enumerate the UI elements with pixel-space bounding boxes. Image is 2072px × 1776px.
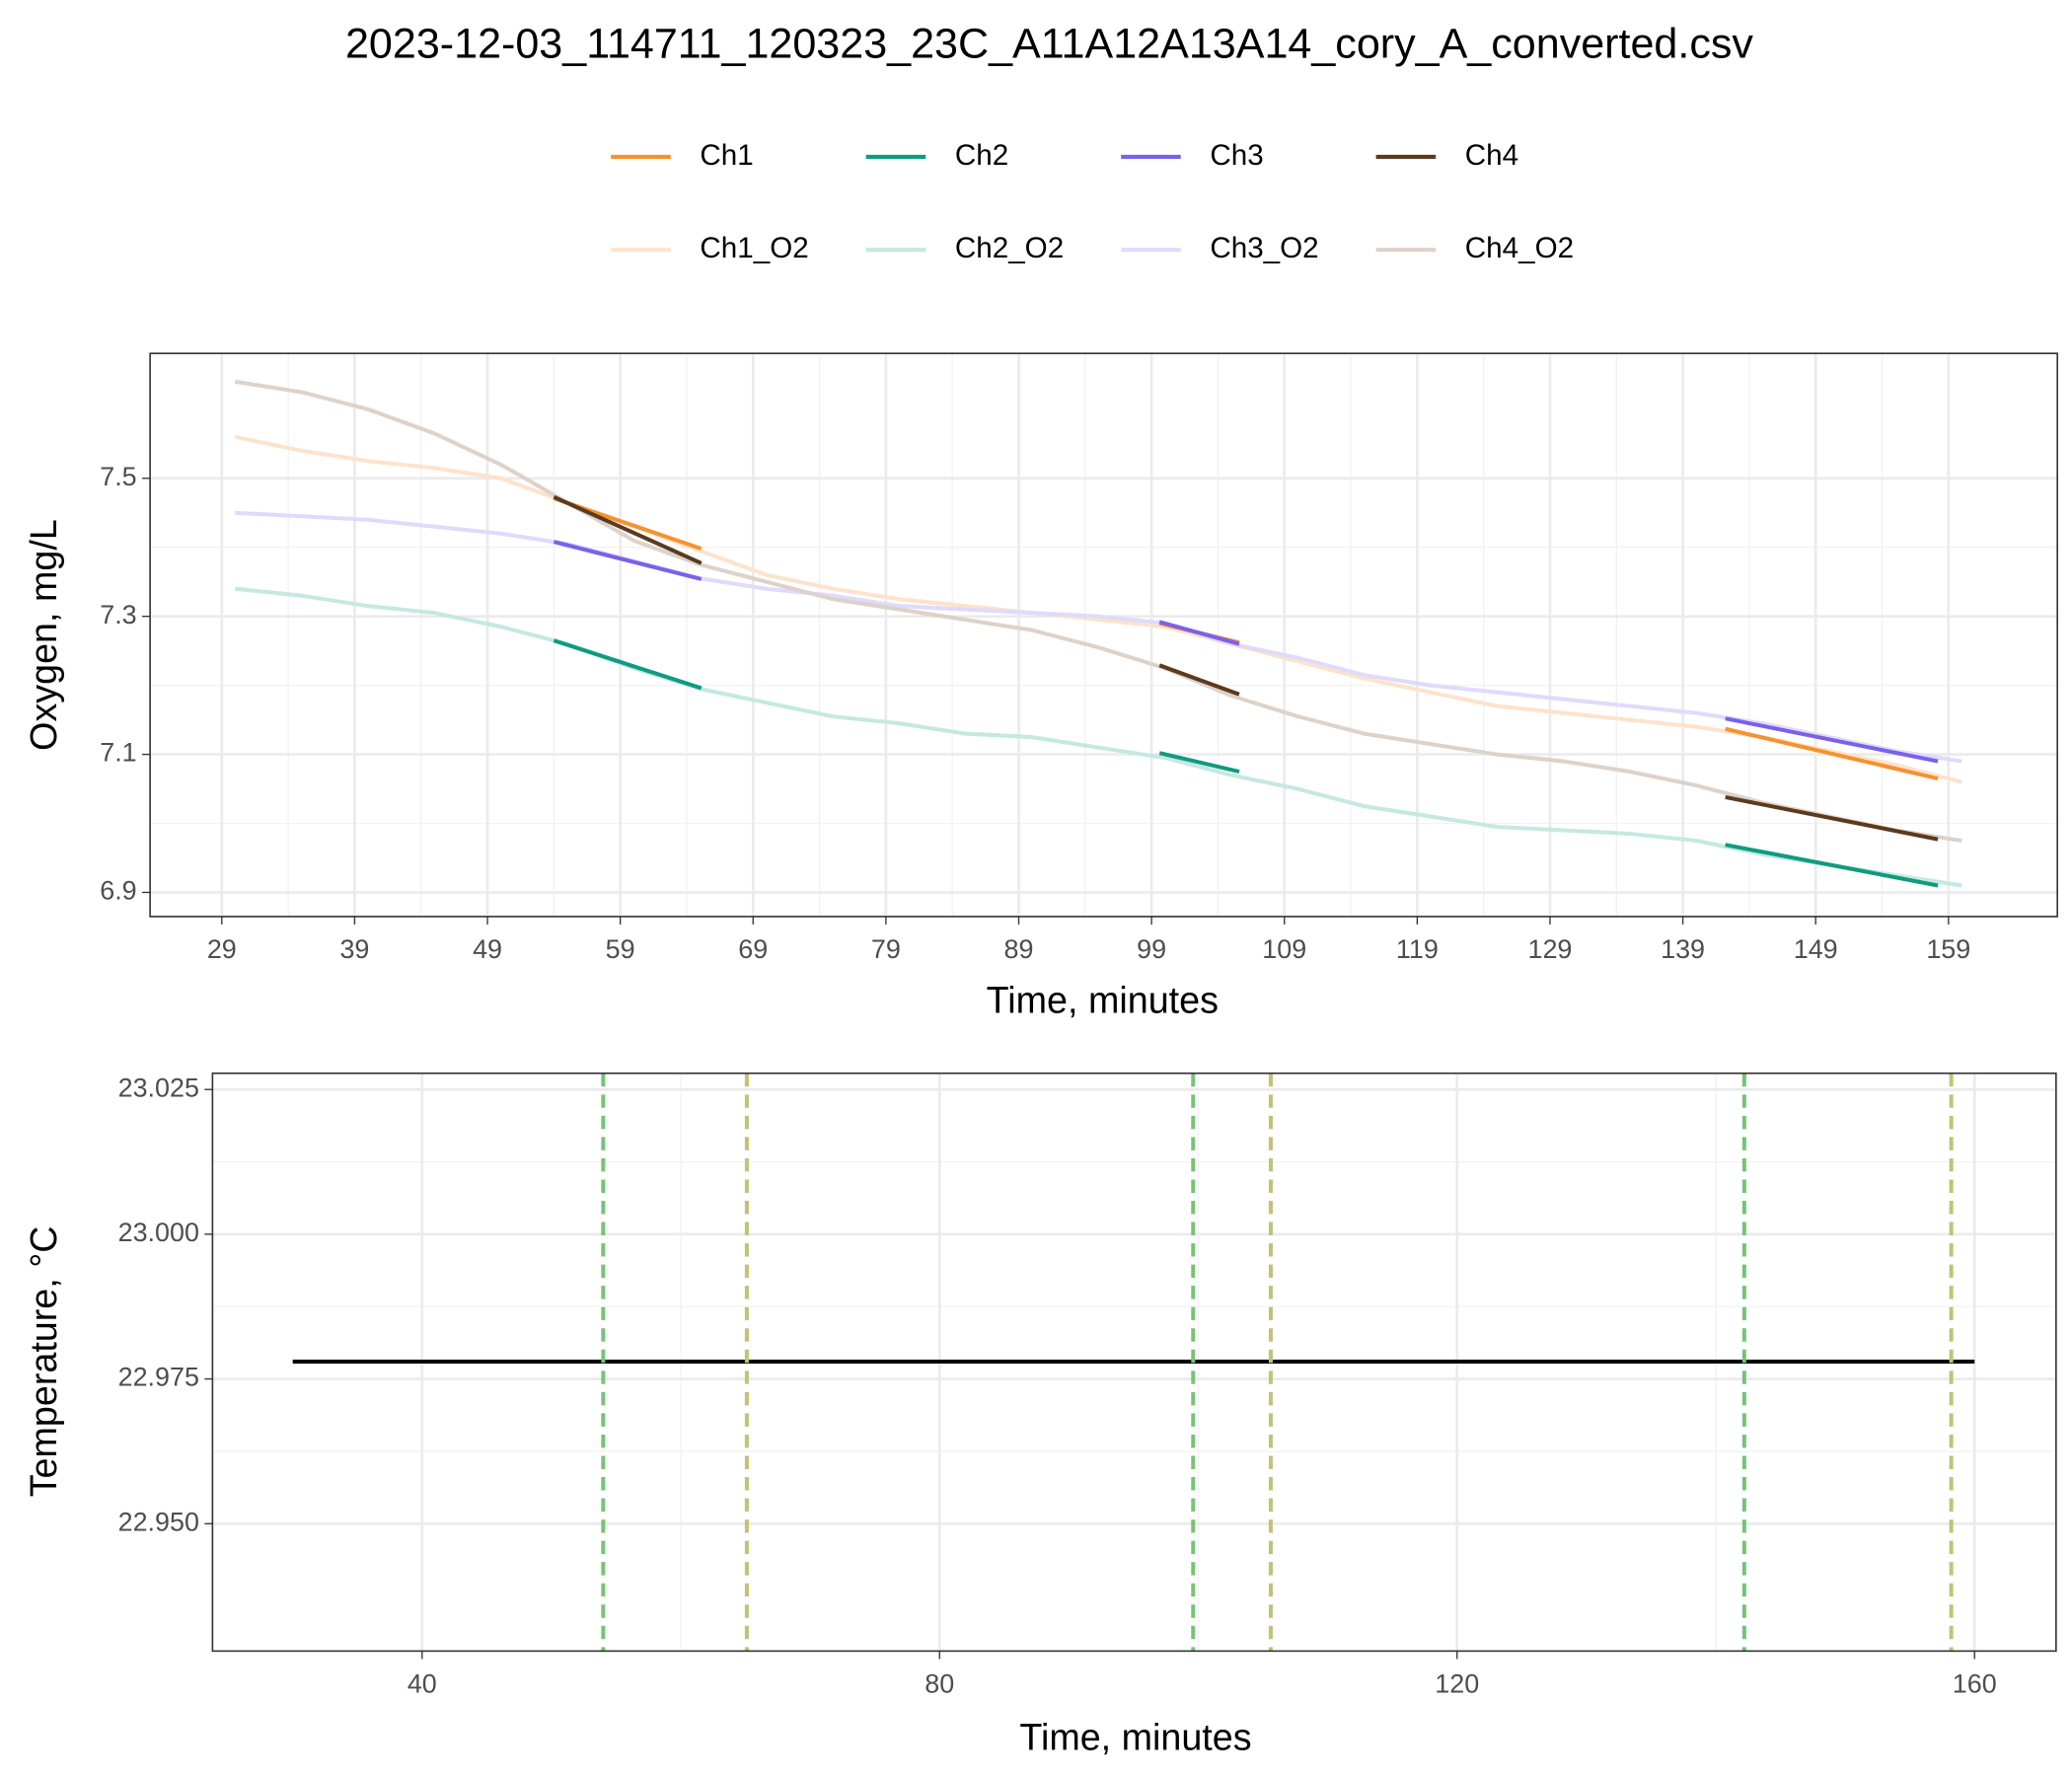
x-tick-label: 149: [1794, 934, 1838, 964]
x-tick-label: 129: [1528, 934, 1573, 964]
data-line: [234, 379, 1962, 843]
y-tick-label: 7.3: [100, 600, 136, 629]
x-tick-label: 99: [1137, 934, 1166, 964]
legend-label: Ch3: [1210, 139, 1263, 172]
y-axis-title: Temperature, °C: [23, 1225, 64, 1497]
data-line: [553, 638, 1939, 888]
x-tick-label: 69: [738, 934, 768, 964]
x-tick-label: 59: [606, 934, 635, 964]
data-line: [234, 434, 1962, 784]
x-tick-label: 119: [1396, 934, 1439, 964]
x-axis-title: Time, minutes: [1019, 1717, 1251, 1758]
y-tick-label: 23.000: [118, 1218, 199, 1247]
x-tick-label: 159: [1926, 934, 1970, 964]
x-tick-label: 49: [473, 934, 502, 964]
legend-label: Ch2: [955, 139, 1008, 172]
x-tick-label: 139: [1661, 934, 1705, 964]
chart-title: 2023-12-03_114711_120323_23C_A11A12A13A1…: [345, 21, 1753, 68]
data-line: [235, 510, 1962, 764]
data-line: [235, 586, 1962, 888]
data-line: [553, 540, 1939, 764]
x-tick-label: 120: [1435, 1668, 1479, 1698]
legend-label: Ch3_O2: [1210, 232, 1318, 264]
x-tick-label: 160: [1953, 1668, 1997, 1698]
plot-background: [150, 353, 2058, 917]
x-tick-label: 40: [407, 1668, 437, 1698]
y-tick-label: 6.9: [100, 876, 136, 906]
plot-frame: [211, 1072, 2057, 1653]
legend-label: Ch2_O2: [955, 232, 1064, 264]
legend-label: Ch1: [700, 139, 753, 172]
legend-label: Ch1_O2: [700, 232, 808, 264]
x-tick-label: 29: [207, 934, 237, 964]
x-tick-label: 79: [871, 934, 901, 964]
data-line: [553, 494, 1939, 842]
legend-label: Ch4_O2: [1465, 232, 1574, 264]
y-tick-label: 23.025: [118, 1073, 199, 1102]
x-tick-label: 109: [1262, 934, 1306, 964]
y-tick-label: 7.1: [100, 738, 136, 768]
legend-label: Ch4: [1465, 139, 1518, 172]
y-tick-label: 22.950: [118, 1507, 199, 1536]
y-tick-label: 22.975: [118, 1363, 199, 1392]
x-tick-label: 39: [339, 934, 369, 964]
x-tick-label: 89: [1004, 934, 1034, 964]
y-axis-title: Oxygen, mg/L: [23, 519, 64, 751]
y-tick-label: 7.5: [100, 462, 136, 491]
plot-frame: [149, 352, 2058, 918]
x-tick-label: 80: [925, 1668, 954, 1698]
x-axis-title: Time, minutes: [987, 979, 1219, 1020]
